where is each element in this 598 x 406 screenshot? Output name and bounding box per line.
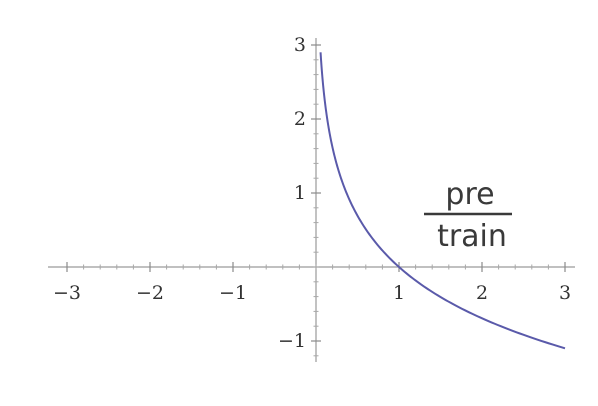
- fraction-numerator: pre: [445, 177, 494, 212]
- x-tick-label: −1: [219, 282, 247, 304]
- major-ticks: [66, 44, 566, 342]
- y-tick-label: 2: [294, 108, 306, 130]
- axes: [48, 38, 575, 362]
- y-tick-label: 3: [294, 34, 306, 56]
- series-line-neg-log: [319, 52, 566, 350]
- fraction-annotation: pre train: [424, 177, 512, 254]
- x-tick-label: 2: [476, 282, 488, 304]
- y-tick-label: 1: [294, 182, 306, 204]
- fraction-denominator: train: [437, 219, 507, 254]
- x-tick-label: 3: [559, 282, 571, 304]
- y-tick-label: −1: [278, 330, 306, 352]
- x-tick-label: −2: [136, 282, 164, 304]
- x-tick-labels: −3 −2 −1 1 2 3: [53, 282, 571, 304]
- y-tick-labels: −1 1 2 3: [278, 34, 306, 352]
- x-tick-label: −3: [53, 282, 81, 304]
- x-tick-label: 1: [393, 282, 405, 304]
